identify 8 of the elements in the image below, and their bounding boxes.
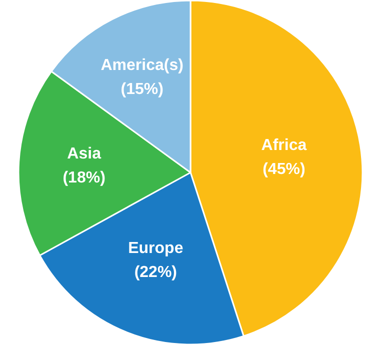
data-label: (15%)	[120, 81, 164, 98]
data-label: (18%)	[62, 169, 106, 186]
data-label: (45%)	[262, 161, 306, 178]
data-label: (22%)	[134, 264, 178, 281]
slice-label: Africa	[261, 137, 307, 154]
slice-label: Europe	[128, 240, 184, 257]
slice-label: Asia	[67, 145, 102, 162]
slice-label: America(s)	[100, 56, 184, 74]
